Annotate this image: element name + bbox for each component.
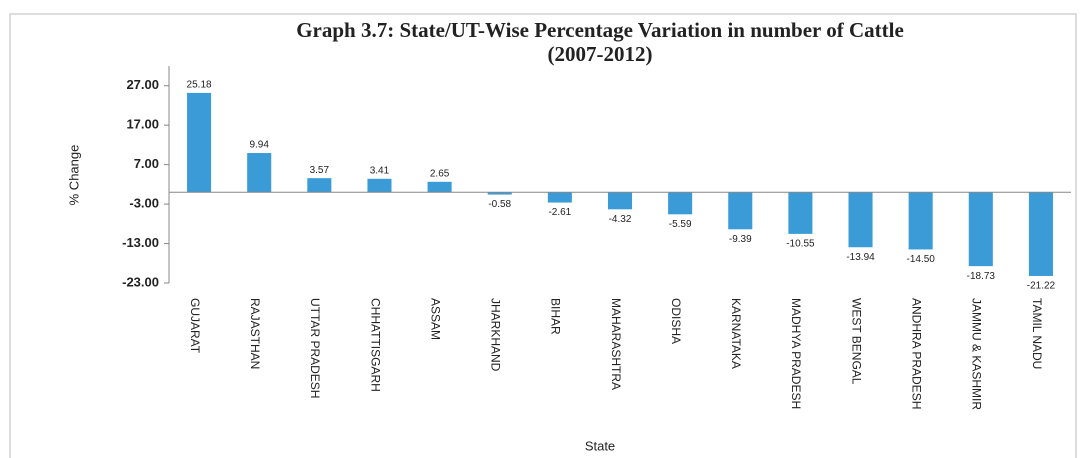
x-tick-label: BIHAR <box>549 298 563 335</box>
chart-subtitle: (2007-2012) <box>548 42 653 66</box>
x-tick-label: RAJASTHAN <box>248 298 262 369</box>
y-axis-label: % Change <box>66 145 81 206</box>
bar <box>788 192 813 234</box>
bar <box>547 192 572 203</box>
x-tick-label: ODISHA <box>669 298 683 344</box>
x-tick-label: ANDHRA PRADESH <box>909 298 923 409</box>
y-tick-label: -3.00 <box>129 196 159 211</box>
chart-frame <box>9 13 1077 458</box>
x-tick-label: JHARKHAND <box>489 298 503 372</box>
bar <box>728 192 753 230</box>
bar <box>487 192 512 195</box>
y-tick-label: 17.00 <box>126 117 159 132</box>
value-label: 9.94 <box>249 140 269 151</box>
y-tick-label: -13.00 <box>122 235 159 250</box>
x-axis-label: State <box>585 438 615 453</box>
value-label: 3.41 <box>370 165 390 176</box>
x-tick-label: KARNATAKA <box>729 298 743 369</box>
x-tick-label: MAHARASHTRA <box>609 298 623 390</box>
bar <box>968 192 993 267</box>
bar <box>307 178 332 193</box>
bar <box>607 192 633 210</box>
value-label: 3.57 <box>310 165 330 176</box>
value-label: -14.50 <box>906 254 935 265</box>
x-tick-label: WEST BENGAL <box>849 298 863 385</box>
value-label: -2.61 <box>548 207 571 218</box>
bar <box>187 92 212 193</box>
x-tick-label: CHHATTISGARH <box>368 298 382 392</box>
y-tick-label: 27.00 <box>126 77 159 92</box>
x-tick-label: UTTAR PRADESH <box>308 298 322 398</box>
y-tick-label: 7.00 <box>134 156 159 171</box>
bar <box>908 192 933 250</box>
value-label: -9.39 <box>729 234 752 245</box>
bar <box>848 192 873 248</box>
x-tick-label: GUJARAT <box>188 298 202 354</box>
x-tick-label: TAMIL NADU <box>1030 298 1044 369</box>
bar <box>247 153 272 193</box>
chart-title: Graph 3.7: State/UT-Wise Percentage Vari… <box>296 18 904 42</box>
value-label: -4.32 <box>609 214 632 225</box>
value-label: -18.73 <box>967 271 996 282</box>
x-tick-label: MADHYA PRADESH <box>789 298 803 409</box>
value-label: -21.22 <box>1027 281 1056 292</box>
bar <box>668 192 693 215</box>
y-tick-label: -23.00 <box>122 274 159 289</box>
value-label: -10.55 <box>786 239 815 250</box>
bar <box>367 178 392 193</box>
value-label: 25.18 <box>187 80 212 91</box>
x-tick-label: ASSAM <box>428 298 442 340</box>
value-label: -0.58 <box>488 199 511 210</box>
value-label: -5.59 <box>669 219 692 230</box>
bar <box>1028 192 1053 276</box>
bar <box>427 181 452 193</box>
x-tick-label: JAMMU & KASHMIR <box>970 298 984 410</box>
value-label: -13.94 <box>846 252 875 263</box>
value-label: 2.65 <box>430 168 450 179</box>
